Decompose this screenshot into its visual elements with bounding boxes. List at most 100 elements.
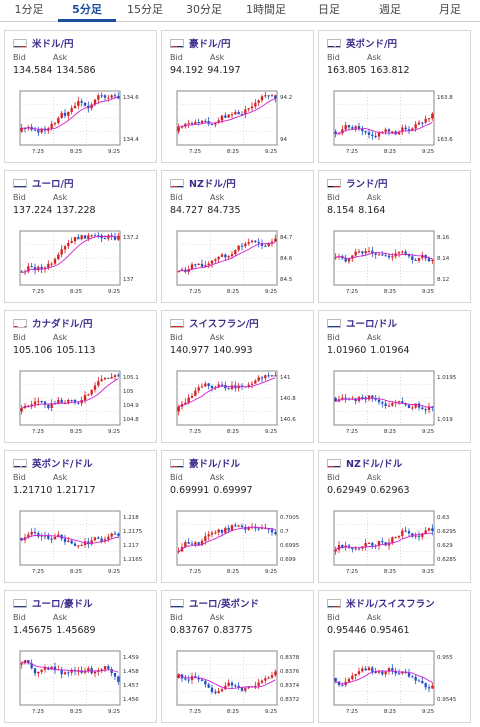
pair-name-link[interactable]: 米ドル/スイスフラン [346,599,435,610]
bid-label: Bid [327,193,340,202]
tab-7[interactable]: 月足 [439,3,461,16]
candle-body [90,389,93,395]
y-tick-label: 84.5 [280,277,293,283]
candlestick-chart[interactable]: 0.63 0.6295 0.629 0.6285 7:25 8:25 9:25 [326,505,466,581]
candlestick-chart[interactable]: 0.955 0.9545 7:25 8:25 9:25 [326,645,466,721]
candlestick-chart[interactable]: 84.7 84.6 84.5 7:25 8:25 9:25 [169,225,309,301]
candle-body [107,377,110,379]
candlestick-chart[interactable]: 1.218 1.2175 1.217 1.2165 7:25 8:25 9:25 [12,505,152,581]
ask-label: Ask [367,333,382,342]
pair-name-link[interactable]: 米ドル/円 [32,39,74,50]
tab-4[interactable]: 1時間足 [246,3,286,16]
pair-name-link[interactable]: スイスフラン/円 [189,319,259,330]
candle-body [237,245,240,251]
pair-name-link[interactable]: 英ポンド/ドル [32,459,93,470]
pair-name-link[interactable]: 豪ドル/ドル [189,459,240,470]
currency-card[interactable]: 英ポンド/ドル Bid Ask 1.21710 1.21717 1.218 1.2175 1.… [4,450,157,583]
flag-eu-icon [13,178,27,188]
currency-card[interactable]: NZドル/ドル Bid Ask 0.62949 0.62963 0.63 0.6295 0.6… [318,450,471,583]
currency-card[interactable]: スイスフラン/円 Bid Ask 140.977 140.993 141 140.8 140.… [161,310,314,443]
currency-card[interactable]: 豪ドル/円 Bid Ask 94.192 94.197 94.2 94 7:25 8:25 9:2… [161,30,314,163]
candle-body [364,131,367,133]
bid-label: Bid [327,613,340,622]
candlestick-chart[interactable]: 1.0195 1.019 7:25 8:25 9:25 [326,365,466,441]
candlestick-chart[interactable]: 105.1 105 104.9 104.8 7:25 8:25 9:25 [12,365,152,441]
candlestick-chart[interactable]: 94.2 94 7:25 8:25 9:25 [169,85,309,161]
currency-card[interactable]: ユーロ/ドル Bid Ask 1.01960 1.01964 1.0195 1.019 7:2… [318,310,471,443]
pair-name-link[interactable]: カナダドル/円 [32,319,93,330]
currency-card[interactable]: ユーロ/豪ドル Bid Ask 1.45675 1.45689 1.459 1.458 1.4… [4,590,157,723]
candlestick-chart[interactable]: 1.459 1.458 1.457 1.456 7:25 8:25 9:25 [12,645,152,721]
candlestick-chart[interactable]: 141 140.8 140.6 7:25 8:25 9:25 [169,365,309,441]
currency-card[interactable]: NZドル/円 Bid Ask 84.727 84.735 84.7 84.6 84.5 7:25… [161,170,314,303]
candle-body [250,383,254,385]
bid-ask-labels: Bid Ask [13,193,93,202]
candle-body [67,672,70,674]
candle-body [230,254,234,257]
tab-6[interactable]: 週足 [379,3,401,16]
card-header: 米ドル/スイスフラン [327,596,435,610]
candle-body [194,121,197,125]
ask-value: 0.62963 [370,485,410,496]
currency-card[interactable]: 米ドル/スイスフラン Bid Ask 0.95446 0.95461 0.955 0.954… [318,590,471,723]
currency-card[interactable]: 英ポンド/円 Bid Ask 163.805 163.812 163.8 163.6 7:25… [318,30,471,163]
candle-body [267,375,270,377]
tab-3[interactable]: 30分足 [186,3,222,16]
candle-body [394,537,397,539]
candlestick-chart[interactable]: 163.8 163.6 7:25 8:25 9:25 [326,85,466,161]
x-tick-label: 7:25 [189,149,202,155]
candlestick-chart[interactable]: 0.7005 0.7 0.6995 0.699 7:25 8:25 9:25 [169,505,309,581]
candlestick-chart[interactable]: 137.2 137 7:25 8:25 9:25 [12,225,152,301]
candle-body [27,660,30,664]
candle-body [270,375,274,377]
candle-body [260,96,264,101]
tab-2[interactable]: 15分足 [127,3,163,16]
candle-body [200,263,204,267]
pair-name-link[interactable]: NZドル/円 [189,179,236,190]
plot-frame [19,650,121,706]
pair-name-link[interactable]: ユーロ/ドル [346,319,397,330]
candle-body [384,255,387,257]
card-header: 豪ドル/ドル [170,456,240,470]
candle-body [60,534,63,539]
pair-name-link[interactable]: ランド/円 [346,179,388,190]
card-header: ユーロ/豪ドル [13,596,92,610]
candle-body [63,246,67,250]
pair-name-link[interactable]: ユーロ/豪ドル [32,599,93,610]
candle-body [113,673,117,677]
candle-body [73,399,77,403]
candle-body [190,264,194,270]
currency-card[interactable]: ユーロ/英ポンド Bid Ask 0.83767 0.83775 0.8378 0.8376… [161,590,314,723]
tab-0[interactable]: 1分足 [14,3,44,16]
candle-body [230,525,234,531]
x-tick-label: 8:25 [384,709,397,715]
pair-name-link[interactable]: ユーロ/英ポンド [189,599,259,610]
candle-body [47,404,50,409]
ask-label: Ask [53,613,68,622]
currency-card[interactable]: カナダドル/円 Bid Ask 105.106 105.113 105.1 105 104.9… [4,310,157,443]
pair-name-link[interactable]: ユーロ/円 [32,179,74,190]
pair-name-link[interactable]: 豪ドル/円 [189,39,231,50]
currency-card[interactable]: 豪ドル/ドル Bid Ask 0.69991 0.69997 0.7005 0.7 0.699… [161,450,314,583]
currency-card[interactable]: ユーロ/円 Bid Ask 137.224 137.228 137.2 137 7:25 8:2… [4,170,157,303]
bid-ask-labels: Bid Ask [170,193,250,202]
candlestick-chart[interactable]: 134.6 134.4 7:25 8:25 9:25 [12,85,152,161]
candle-body [267,528,270,530]
candle-body [397,401,401,403]
candle-body [200,386,204,388]
pair-name-link[interactable]: 英ポンド/円 [346,39,397,50]
candlestick-chart[interactable]: 0.8378 0.8376 0.8374 0.8372 7:25 8:25 9:25 [169,645,309,721]
pair-name-link[interactable]: NZドル/ドル [346,459,403,470]
candle-body [77,101,80,106]
x-tick-label: 8:25 [227,569,240,575]
bid-value: 0.69991 [170,485,210,496]
currency-card[interactable]: 米ドル/円 Bid Ask 134.584 134.586 134.6 134.4 7:25 8… [4,30,157,163]
bid-ask-values: 94.192 94.197 [170,65,245,76]
candle-body [77,236,80,240]
tab-1[interactable]: 5分足 [58,0,116,22]
candlestick-chart[interactable]: 8.16 8.14 8.12 7:25 8:25 9:25 [326,225,466,301]
moving-average-line [335,122,433,135]
tab-5[interactable]: 日足 [318,3,340,16]
candle-body [53,537,57,540]
currency-card[interactable]: ランド/円 Bid Ask 8.154 8.164 8.16 8.14 8.12 7:25 8:2… [318,170,471,303]
